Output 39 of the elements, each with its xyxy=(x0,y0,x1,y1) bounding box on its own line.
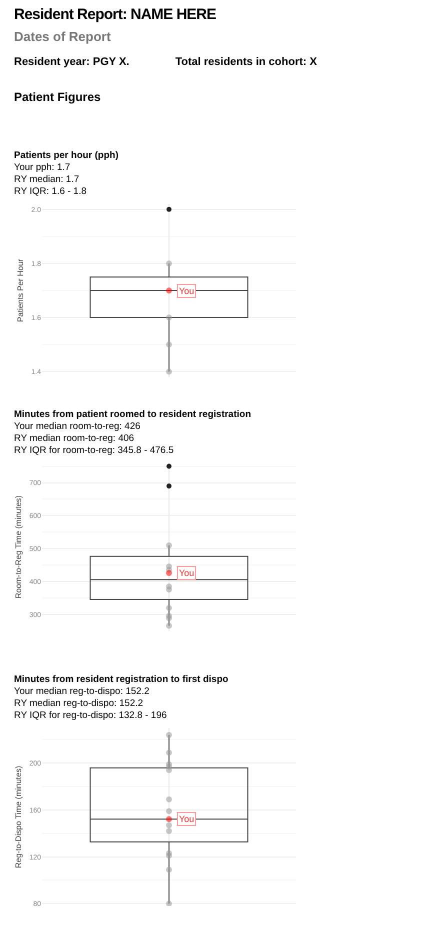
point xyxy=(166,828,172,834)
point xyxy=(166,604,172,611)
y-axis-title: Reg-to-Dispo Time (minutes) xyxy=(14,766,24,868)
chart-subtitle: Your median room-to-reg: 426 RY median room-to-reg: 406 RY IQR for room-to-reg: 345.8 - 476.5 xyxy=(14,421,175,457)
point xyxy=(166,570,172,576)
point xyxy=(166,808,172,814)
chart-title: Minutes from patient roomed to resident registration xyxy=(14,409,252,421)
annotation: You xyxy=(179,814,194,824)
point xyxy=(166,866,172,873)
point xyxy=(166,822,172,828)
point xyxy=(166,260,172,266)
annotation: You xyxy=(179,568,194,578)
y-axis-title: Patients Per Hour xyxy=(16,258,25,322)
point xyxy=(166,622,172,629)
point xyxy=(166,796,172,802)
text: Resident Report: NAME HERE xyxy=(14,6,218,23)
point xyxy=(166,368,172,375)
chart-title: Patients per hour (pph) xyxy=(14,150,120,162)
chart-subtitle: Your pph: 1.7 RY median: 1.7 RY IQR: 1.6 - 1.8 xyxy=(14,162,88,198)
point xyxy=(166,586,172,592)
point xyxy=(166,342,172,348)
point xyxy=(166,288,172,294)
point xyxy=(166,314,172,321)
point xyxy=(166,900,172,906)
point xyxy=(166,767,172,774)
text: Resident year: PGY X. xyxy=(14,56,130,68)
chart-subtitle: Your median reg-to-dispo: 152.2 RY median reg-to-dispo: 152.2 RY IQR for reg-to-dispo: 132.8 - 196 xyxy=(14,686,168,722)
text: Dates of Report xyxy=(14,29,112,44)
point xyxy=(166,816,172,822)
y-axis-title: Room-to-Reg Time (minutes) xyxy=(14,495,24,599)
point xyxy=(166,615,172,622)
point xyxy=(166,852,172,859)
point xyxy=(166,542,172,548)
point xyxy=(166,750,172,756)
chart-title: Minutes from resident registration to first dispo xyxy=(14,674,230,686)
point xyxy=(166,732,172,738)
text: Patient Figures xyxy=(14,90,102,104)
text: Total residents in cohort: X xyxy=(175,56,317,68)
annotation: You xyxy=(179,286,194,296)
